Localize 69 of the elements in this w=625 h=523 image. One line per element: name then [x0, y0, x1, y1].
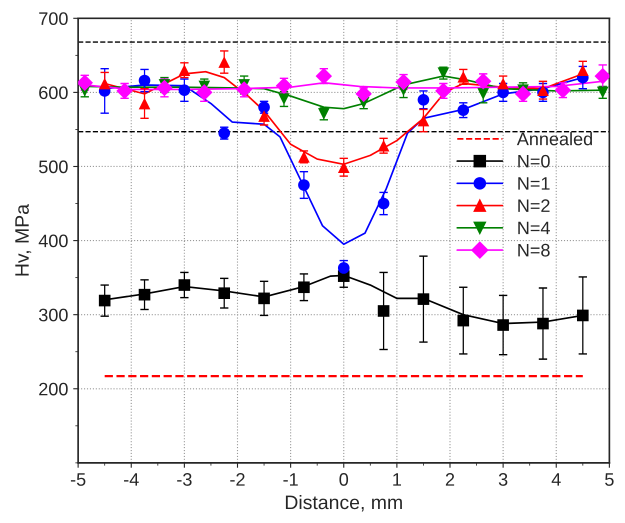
- x-tick-label: -2: [230, 473, 245, 486]
- point: [258, 110, 270, 122]
- point: [338, 161, 350, 174]
- point: [218, 287, 230, 299]
- point: [537, 84, 549, 96]
- point: [474, 73, 492, 90]
- point: [457, 314, 470, 326]
- point: [477, 88, 490, 100]
- point: [298, 281, 310, 294]
- x-tick-label: -3: [177, 473, 192, 486]
- point: [178, 279, 190, 291]
- x-tick-label: 5: [605, 473, 614, 486]
- y-tick-label: 700: [39, 12, 68, 26]
- point: [218, 56, 230, 68]
- point: [457, 71, 470, 83]
- point: [395, 74, 412, 90]
- x-axis-title: Distance, mm: [286, 494, 402, 512]
- point: [378, 305, 390, 317]
- point: [98, 294, 110, 306]
- point: [355, 86, 372, 102]
- point: [178, 64, 190, 76]
- point: [537, 318, 549, 330]
- point: [138, 98, 150, 110]
- x-tick-label: -4: [124, 473, 139, 486]
- point: [316, 68, 332, 84]
- point: [258, 292, 270, 304]
- point: [378, 198, 390, 210]
- point: [156, 80, 173, 96]
- point: [98, 78, 110, 90]
- y-tick-label: 500: [39, 160, 68, 174]
- point: [457, 104, 470, 116]
- point: [418, 293, 430, 305]
- x-tick-label: 0: [339, 473, 348, 486]
- point: [514, 86, 532, 102]
- y-tick-label: 600: [39, 86, 68, 100]
- y-tick-label: 200: [39, 382, 68, 396]
- legend-label: Annealed: [516, 132, 592, 146]
- point: [554, 82, 572, 98]
- x-tick-label: 1: [393, 473, 402, 486]
- legend-label: N=0: [518, 154, 550, 168]
- legend-label: N=8: [518, 244, 550, 257]
- y-axis-title: Hv, MPa: [15, 204, 32, 276]
- point: [236, 81, 252, 98]
- y-tick-label: 400: [38, 234, 68, 248]
- point: [196, 84, 213, 101]
- point: [298, 179, 310, 191]
- point: [497, 78, 509, 90]
- y-tick-label: 300: [38, 308, 68, 322]
- point: [577, 64, 589, 76]
- point: [278, 93, 290, 105]
- x-tick-label: 2: [446, 473, 454, 486]
- point: [138, 288, 150, 300]
- legend-label: N=2: [518, 199, 550, 212]
- point: [138, 74, 150, 86]
- point: [577, 310, 589, 322]
- legend-label: N=4: [518, 222, 550, 234]
- x-tick-label: 3: [498, 473, 508, 486]
- x-tick-label: 4: [552, 473, 561, 486]
- point: [418, 114, 430, 126]
- x-tick-label: -5: [70, 473, 86, 486]
- point: [435, 82, 452, 100]
- point: [497, 319, 509, 331]
- x-tick-label: -1: [283, 473, 298, 486]
- point: [116, 82, 133, 100]
- legend-label: N=1: [518, 177, 550, 190]
- point: [338, 262, 350, 274]
- point: [276, 78, 292, 94]
- point: [178, 84, 190, 96]
- point: [418, 94, 430, 106]
